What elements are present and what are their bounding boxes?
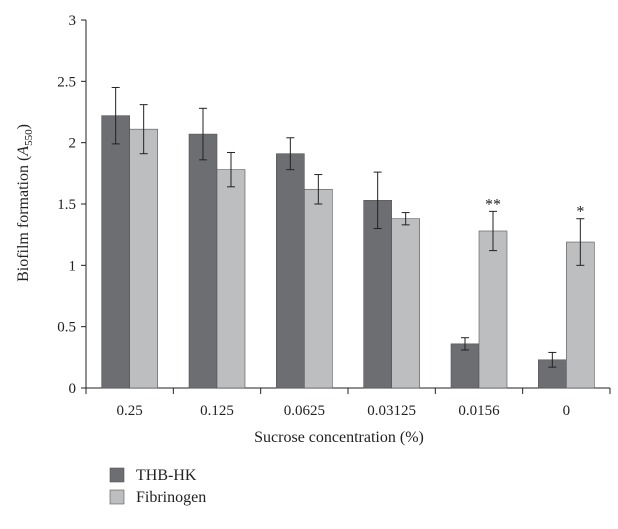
x-tick-label: 0 [563, 403, 571, 419]
bar-fibrinogen [566, 241, 595, 389]
x-tick-label: 0.25 [117, 403, 143, 419]
bar-fibrinogen [478, 230, 508, 389]
y-tick-label: 0 [69, 381, 77, 397]
bars [101, 115, 595, 389]
bar-fibrinogen [216, 169, 246, 389]
legend-swatch [109, 489, 125, 505]
legend-label: Fibrinogen [136, 489, 206, 506]
y-tick-label: 3 [69, 13, 77, 29]
bar-fibrinogen [304, 188, 333, 389]
y-axis-title-variable: A [15, 146, 32, 157]
significance-markers: ** * [485, 196, 584, 220]
error-bars [111, 86, 585, 368]
x-tick-label: 0.0156 [458, 403, 500, 419]
bar-thb-hk [188, 133, 218, 389]
y-tick-label: 2.5 [57, 74, 76, 90]
y-tick-label: 1 [69, 258, 77, 274]
bar-thb-hk [276, 153, 305, 389]
bar-fibrinogen [129, 128, 158, 389]
bar-thb-hk [450, 343, 480, 389]
x-axis: 0.25 0.125 0.0625 0.03125 0.0156 0 [85, 387, 611, 419]
y-tick-label: 2 [69, 136, 77, 152]
y-axis-title-main: Biofilm formation ( [15, 156, 32, 282]
y-axis-title: Biofilm formation (A550) [15, 124, 35, 282]
significance-marker: * [576, 204, 584, 221]
y-axis-title-subscript: 550 [23, 129, 35, 146]
y-tick-label: 1.5 [57, 197, 76, 213]
bar-thb-hk [363, 200, 392, 389]
bar-fibrinogen [391, 218, 420, 389]
legend-swatch [109, 467, 125, 483]
significance-marker: ** [485, 196, 501, 213]
x-axis-title: Sucrose concentration (%) [254, 429, 424, 446]
y-axis-title-end: ) [15, 124, 32, 129]
y-axis: 0 0.5 1 1.5 2 2.5 3 [57, 13, 87, 397]
x-tick-label: 0.03125 [367, 403, 416, 419]
x-tick-label: 0.125 [200, 403, 234, 419]
bar-thb-hk [101, 115, 130, 389]
legend-label: THB-HK [136, 467, 197, 484]
legend: THB-HK Fibrinogen [109, 467, 206, 506]
x-tick-label: 0.0625 [284, 403, 325, 419]
bar-thb-hk [538, 359, 567, 389]
y-tick-label: 0.5 [57, 320, 76, 336]
